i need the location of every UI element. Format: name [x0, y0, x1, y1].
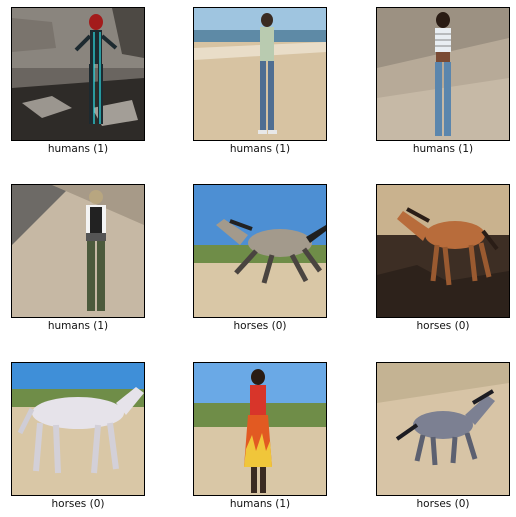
image-tile-9: horses (0) [376, 362, 510, 514]
human-figure-ruins-image [12, 8, 144, 140]
image-tile-7: horses (0) [11, 362, 145, 514]
human-figure-cowboy-image [12, 185, 144, 317]
image-caption: horses (0) [51, 498, 105, 510]
human-figure-flame-dress-image [194, 363, 326, 495]
image-tile-1: humans (1) [11, 7, 145, 159]
human-figure-beach-image [194, 8, 326, 140]
horse-white-beach-image [12, 363, 144, 495]
image-thumbnail [376, 7, 510, 141]
image-caption: humans (1) [47, 320, 109, 332]
image-thumbnail [11, 7, 145, 141]
image-caption: horses (0) [416, 320, 470, 332]
horse-brown-rocky-image [377, 185, 509, 317]
image-caption: humans (1) [47, 143, 109, 155]
image-caption: humans (1) [229, 498, 291, 510]
image-tile-2: humans (1) [193, 7, 327, 159]
image-tile-6: horses (0) [376, 184, 510, 336]
image-caption: humans (1) [229, 143, 291, 155]
horse-running-image [194, 185, 326, 317]
image-thumbnail [376, 362, 510, 496]
image-tile-8: humans (1) [193, 362, 327, 514]
horse-grey-sand-image [377, 363, 509, 495]
image-thumbnail [193, 362, 327, 496]
human-figure-sand-image [377, 8, 509, 140]
image-thumbnail [11, 362, 145, 496]
image-thumbnail [193, 7, 327, 141]
image-caption: horses (0) [233, 320, 287, 332]
image-thumbnail [11, 184, 145, 318]
image-tile-4: humans (1) [11, 184, 145, 336]
image-thumbnail [193, 184, 327, 318]
image-thumbnail [376, 184, 510, 318]
image-caption: humans (1) [412, 143, 474, 155]
image-caption: horses (0) [416, 498, 470, 510]
image-tile-3: humans (1) [376, 7, 510, 159]
image-tile-5: horses (0) [193, 184, 327, 336]
